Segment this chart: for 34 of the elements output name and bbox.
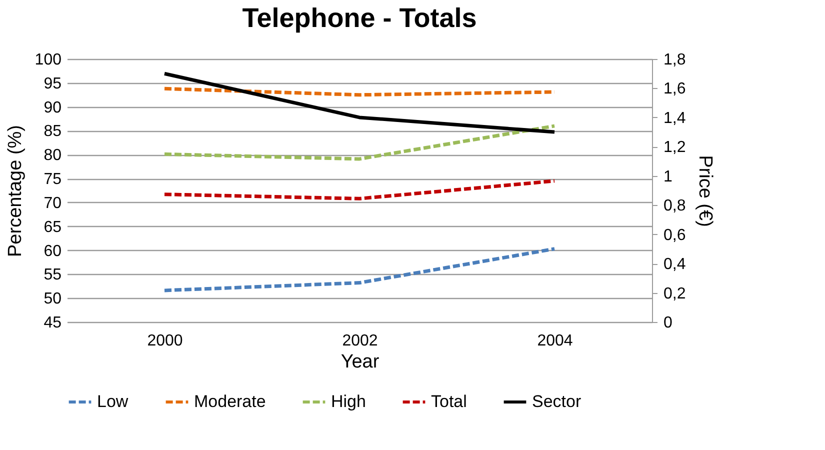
y-tick-label: 75 — [44, 171, 62, 188]
y-tick-label: 50 — [44, 290, 62, 308]
y-tick-label: 55 — [44, 266, 62, 284]
y-tick-label: 60 — [44, 242, 62, 260]
y-tick-label: 100 — [34, 52, 62, 68]
y-tick-label: 70 — [44, 194, 62, 212]
y2-tick-label: 0,8 — [664, 198, 686, 215]
legend-label: Total — [431, 392, 467, 411]
y-tick-label: 65 — [44, 218, 62, 236]
x-tick-label: 2004 — [537, 332, 573, 350]
legend-label: Low — [97, 392, 129, 411]
y-tick-label: 90 — [44, 99, 62, 116]
y2-tick-label: 0,2 — [664, 285, 686, 302]
y2-tick-label: 1 — [664, 168, 672, 186]
y2-tick-label: 1,2 — [664, 139, 686, 156]
legend-label: Moderate — [194, 392, 266, 411]
y2-tick-label: 0,4 — [664, 256, 686, 274]
y2-tick-label: 1,8 — [664, 52, 686, 68]
y2-tick-label: 1,4 — [664, 110, 686, 127]
y-tick-label: 80 — [44, 147, 62, 164]
y2-axis-title: Price (€) — [694, 155, 716, 227]
y-tick-label: 95 — [44, 75, 62, 92]
y2-tick-label: 0,6 — [664, 226, 686, 244]
y-tick-label: 85 — [44, 123, 62, 140]
y-tick-label: 45 — [44, 314, 62, 332]
chart-title: Telephone - Totals — [242, 3, 477, 33]
x-tick-label: 2002 — [342, 332, 378, 350]
y2-tick-label: 0 — [664, 314, 672, 332]
x-tick-label: 2000 — [147, 332, 183, 350]
y-axis-title: Percentage (%) — [4, 124, 26, 258]
legend-label: Sector — [532, 392, 582, 411]
x-axis-title: Year — [340, 352, 380, 372]
legend-label: High — [331, 392, 366, 411]
y2-tick-label: 1,6 — [664, 80, 686, 98]
